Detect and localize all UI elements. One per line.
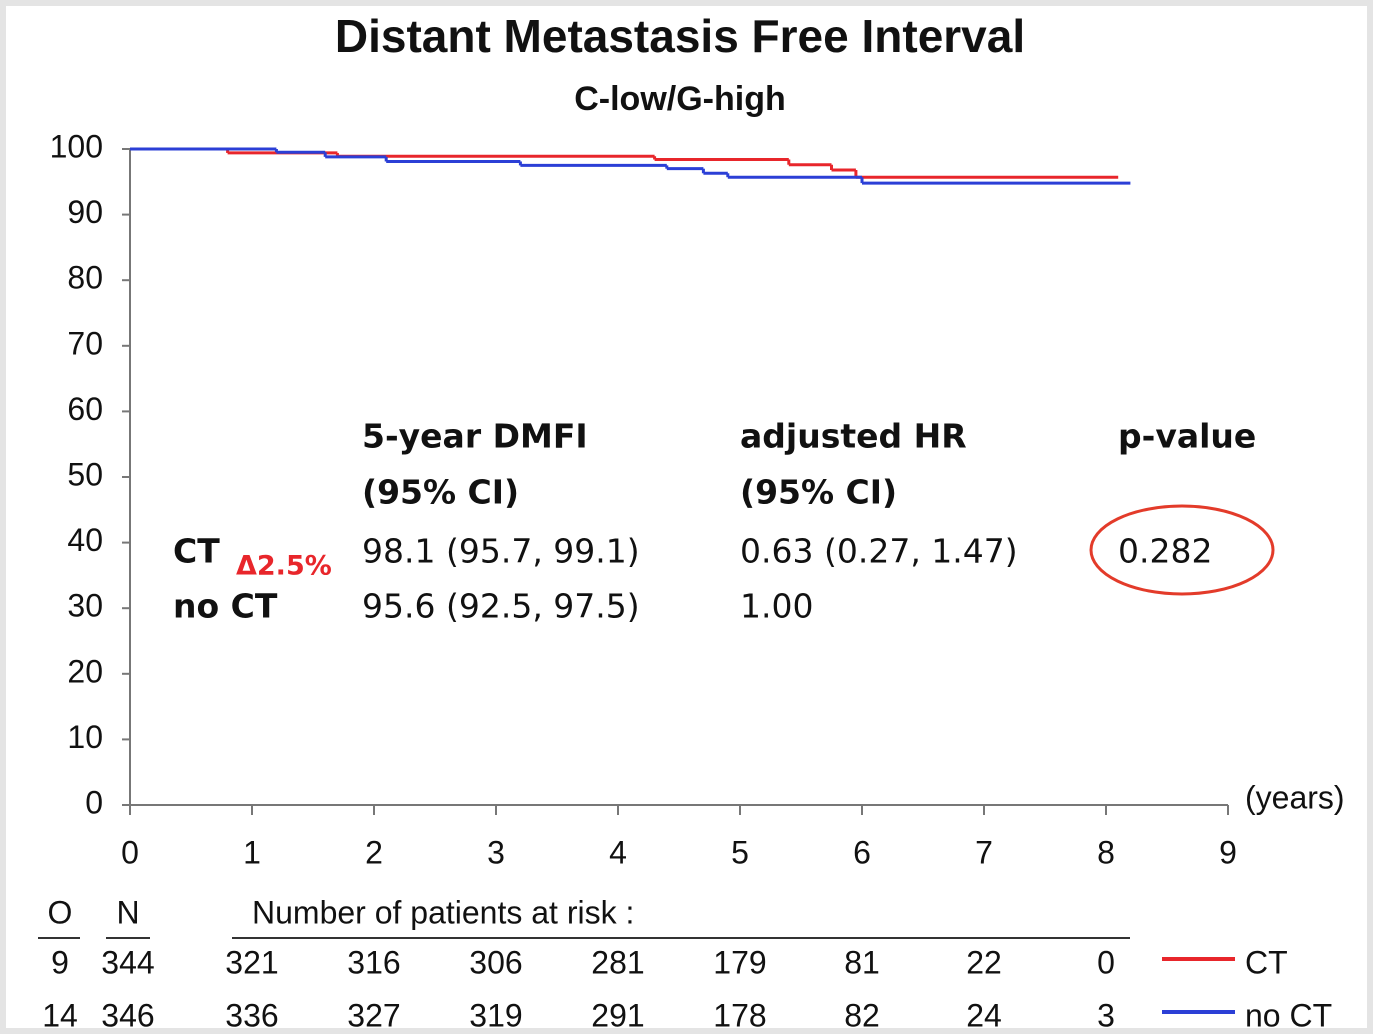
- y-tick-label: 80: [67, 260, 103, 296]
- x-tick-label: 6: [853, 834, 871, 870]
- x-tick-label: 1: [243, 834, 261, 870]
- stats-cell: 98.1 (95.7, 99.1): [362, 532, 640, 571]
- stats-header: (95% CI): [362, 473, 519, 512]
- x-tick-label: 2: [365, 834, 383, 870]
- y-tick-label: 0: [85, 784, 103, 820]
- stats-header: 5-year DMFI: [362, 417, 588, 456]
- risk-n-header: N: [116, 894, 139, 930]
- risk-count: 281: [591, 944, 644, 980]
- risk-count: 336: [225, 997, 278, 1033]
- legend-label: CT: [1245, 944, 1288, 980]
- x-tick-label: 3: [487, 834, 505, 870]
- risk-count: 178: [713, 997, 766, 1033]
- stats-cell: 0.63 (0.27, 1.47): [740, 532, 1018, 571]
- x-tick-label: 8: [1097, 834, 1115, 870]
- stats-cell: 0.282: [1118, 532, 1212, 571]
- risk-count: 306: [469, 944, 522, 980]
- highlight-ellipse: [1089, 504, 1275, 596]
- risk-count: 321: [225, 944, 278, 980]
- x-tick-label: 7: [975, 834, 993, 870]
- risk-count: 316: [347, 944, 400, 980]
- risk-count: 0: [1097, 944, 1115, 980]
- y-tick-label: 90: [67, 194, 103, 230]
- stats-header: (95% CI): [740, 473, 897, 512]
- risk-count: 22: [966, 944, 1002, 980]
- y-tick-label: 100: [50, 128, 103, 164]
- y-tick-label: 70: [67, 325, 103, 361]
- y-tick-label: 30: [67, 588, 103, 624]
- stats-header: adjusted HR: [740, 417, 967, 456]
- risk-count: 291: [591, 997, 644, 1033]
- stats-cell: 95.6 (92.5, 97.5): [362, 587, 640, 626]
- risk-count: 319: [469, 997, 522, 1033]
- y-tick-label: 40: [67, 522, 103, 558]
- risk-o-header: O: [48, 894, 73, 930]
- x-tick-label: 5: [731, 834, 749, 870]
- risk-o: 14: [42, 997, 78, 1033]
- y-tick-label: 10: [67, 719, 103, 755]
- chart-subtitle: C-low/G-high: [574, 80, 786, 118]
- legend-label: no CT: [1245, 997, 1332, 1033]
- risk-count: 24: [966, 997, 1002, 1033]
- stats-delta: Δ2.5%: [236, 551, 332, 582]
- y-tick-label: 20: [67, 653, 103, 689]
- stats-row-label: CT: [173, 532, 220, 571]
- x-tick-label: 9: [1219, 834, 1237, 870]
- x-tick-label: 0: [121, 834, 139, 870]
- risk-n: 344: [101, 944, 154, 980]
- stats-cell: 1.00: [740, 587, 813, 626]
- risk-count: 82: [844, 997, 880, 1033]
- risk-o: 9: [51, 944, 69, 980]
- risk-count: 81: [844, 944, 880, 980]
- risk-count: 179: [713, 944, 766, 980]
- x-tick-label: 4: [609, 834, 627, 870]
- stats-header: p-value: [1118, 417, 1256, 456]
- chart-title: Distant Metastasis Free Interval: [335, 10, 1025, 62]
- risk-count: 3: [1097, 997, 1115, 1033]
- risk-n: 346: [101, 997, 154, 1033]
- y-tick-label: 60: [67, 391, 103, 427]
- stats-row-label: no CT: [173, 587, 278, 626]
- y-tick-label: 50: [67, 456, 103, 492]
- x-axis-label: (years): [1245, 779, 1345, 815]
- risk-title: Number of patients at risk :: [252, 894, 634, 930]
- risk-count: 327: [347, 997, 400, 1033]
